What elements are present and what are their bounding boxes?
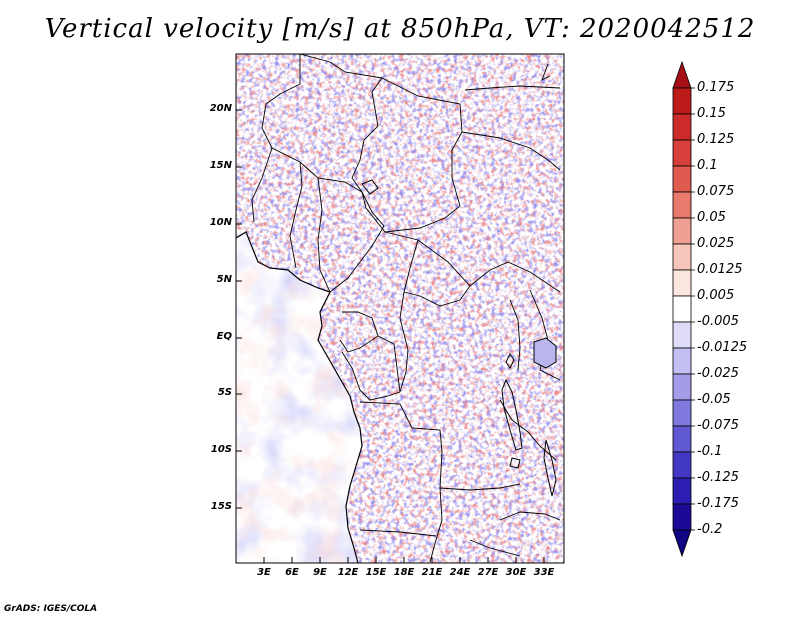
colorbar-label: 0.075: [697, 184, 735, 199]
colorbar-label: -0.0125: [697, 340, 748, 355]
colorbar-label: 0.005: [697, 288, 735, 303]
x-tick-label: 12E: [337, 567, 359, 578]
colorbar-segment: [672, 139, 692, 167]
colorbar-segment: [672, 243, 692, 271]
colorbar-label: -0.05: [697, 392, 731, 407]
country-borders: [251, 54, 561, 563]
lakes: [361, 179, 557, 497]
colorbar-segment: [672, 529, 692, 558]
lake-chad: [361, 179, 379, 195]
x-tick-label: 6E: [285, 567, 299, 578]
y-tick-label: EQ: [216, 331, 232, 342]
colorbar-label: 0.125: [697, 132, 735, 147]
y-tick-label: 5S: [217, 387, 232, 398]
colorbar-label: -0.025: [697, 366, 739, 381]
colorbar-segment: [672, 191, 692, 219]
x-tick-label: 21E: [421, 567, 443, 578]
chart-title: Vertical velocity [m/s] at 850hPa, VT: 2…: [44, 14, 756, 44]
y-tick-label: 5N: [216, 274, 232, 285]
colorbar-segment: [672, 347, 692, 375]
colorbar-segment: [672, 269, 692, 297]
y-tick-label: 10N: [209, 217, 232, 228]
grads-credit: GrADS: IGES/COLA: [4, 604, 98, 614]
map-frame: [235, 53, 565, 564]
colorbar-segment: [672, 165, 692, 193]
colorbar-label: -0.1: [697, 444, 723, 459]
colorbar-segment: [672, 425, 692, 453]
y-tick-label: 15N: [209, 160, 232, 171]
colorbar: [672, 60, 695, 558]
colorbar-segment: [672, 60, 692, 89]
colorbar-label: -0.005: [697, 314, 739, 329]
colorbar-label: -0.2: [697, 522, 723, 537]
colorbar-label: -0.075: [697, 418, 739, 433]
x-tick-label: 24E: [449, 567, 471, 578]
colorbar-segment: [672, 477, 692, 505]
colorbar-label: 0.175: [697, 80, 735, 95]
x-tick-label: 9E: [313, 567, 327, 578]
y-tick-label: 10S: [210, 444, 232, 455]
coastline: [236, 231, 363, 563]
colorbar-label: 0.05: [697, 210, 726, 225]
colorbar-label: 0.15: [697, 106, 726, 121]
colorbar-label: 0.025: [697, 236, 735, 251]
colorbar-label: 0.1: [697, 158, 718, 173]
colorbar-label: -0.175: [697, 496, 739, 511]
x-tick-label: 30E: [505, 567, 527, 578]
colorbar-segment: [672, 113, 692, 141]
y-tick-label: 20N: [209, 103, 232, 114]
lake-victoria: [533, 337, 557, 369]
colorbar-segment: [672, 399, 692, 427]
lake-mweru: [509, 457, 521, 469]
x-tick-label: 18E: [393, 567, 415, 578]
axis-ticks: [236, 109, 545, 563]
colorbar-segment: [672, 503, 692, 531]
x-tick-label: 15E: [365, 567, 387, 578]
x-tick-label: 27E: [477, 567, 499, 578]
lake-kivu: [505, 353, 515, 369]
x-tick-label: 3E: [257, 567, 271, 578]
colorbar-segment: [672, 373, 692, 401]
colorbar-label: 0.0125: [697, 262, 743, 277]
x-tick-label: 33E: [533, 567, 555, 578]
colorbar-segment: [672, 451, 692, 479]
colorbar-segment: [672, 321, 692, 349]
lake-tanganyika: [501, 378, 523, 451]
y-tick-label: 15S: [210, 501, 232, 512]
colorbar-segment: [672, 295, 692, 323]
colorbar-segment: [672, 217, 692, 245]
lake-malawi: [543, 439, 557, 497]
colorbar-segment: [672, 87, 692, 115]
colorbar-label: -0.125: [697, 470, 739, 485]
